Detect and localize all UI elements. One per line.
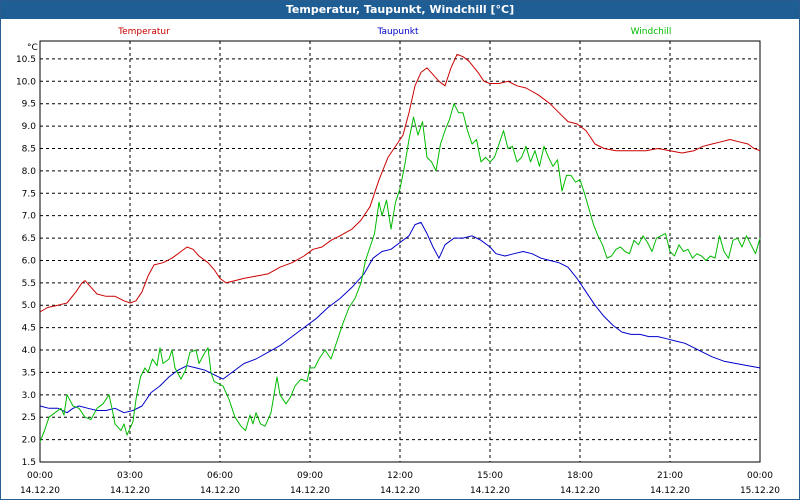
y-tick-label: 6.5 — [22, 234, 36, 244]
y-tick-label: 1.5 — [22, 458, 36, 468]
x-tick-time: 12:00 — [387, 471, 413, 481]
x-tick-time: 00:00 — [27, 471, 53, 481]
y-tick-label: 5.5 — [22, 279, 36, 289]
x-tick-date: 14.12.20 — [20, 486, 60, 496]
y-tick-label: 6.0 — [22, 256, 37, 266]
x-tick-date: 14.12.20 — [110, 486, 150, 496]
legend-label-windchill: Windchill — [631, 27, 672, 37]
legend: Temperatur Taupunkt Windchill — [117, 27, 671, 37]
series — [39, 53, 761, 442]
x-tick-time: 18:00 — [567, 471, 593, 481]
series-line-taupunkt — [39, 221, 761, 414]
y-tick-label: 5.0 — [22, 301, 37, 311]
y-tick-label: 3.5 — [22, 368, 36, 378]
x-tick-time: 06:00 — [207, 471, 233, 481]
y-tick-label: 2.0 — [22, 436, 37, 446]
y-tick-label: 9.5 — [22, 100, 36, 110]
legend-label-taupunkt: Taupunkt — [376, 27, 419, 37]
series-line-temperatur — [39, 53, 761, 313]
x-tick-time: 15:00 — [477, 471, 503, 481]
x-tick-date: 14.12.20 — [650, 486, 690, 496]
y-axis-label: °C — [27, 43, 38, 53]
y-tick-label: 10.0 — [16, 77, 36, 87]
y-tick-label: 8.0 — [22, 167, 37, 177]
x-tick-time: 03:00 — [117, 471, 143, 481]
y-tick-label: 4.5 — [22, 324, 36, 334]
y-tick-label: 8.5 — [22, 144, 36, 154]
series-line-windchill — [39, 103, 761, 442]
legend-label-temperatur: Temperatur — [117, 27, 170, 37]
x-tick-date: 14.12.20 — [290, 486, 330, 496]
y-tick-label: 3.0 — [22, 391, 37, 401]
plot-frame — [39, 40, 761, 463]
x-tick-time: 00:00 — [747, 471, 773, 481]
x-tick-date: 14.12.20 — [470, 486, 510, 496]
axes: 1.5 2.0 2.5 3.0 3.5 4.0 4.5 5.0 5.5 6.0 6.5 7.0 7.5 8… — [16, 40, 780, 496]
y-tick-label: 4.0 — [22, 346, 37, 356]
y-tick-label: 7.0 — [22, 212, 37, 222]
grid — [40, 41, 760, 463]
x-tick-date: 15.12.20 — [740, 486, 780, 496]
x-tick-date: 14.12.20 — [380, 486, 420, 496]
y-tick-label: 9.0 — [22, 122, 37, 132]
x-tick-time: 21:00 — [657, 471, 683, 481]
y-tick-label: 7.5 — [22, 189, 36, 199]
window-title: Temperatur, Taupunkt, Windchill [°C] — [1, 1, 799, 19]
x-tick-date: 14.12.20 — [560, 486, 600, 496]
x-tick-time: 09:00 — [297, 471, 323, 481]
x-tick-date: 14.12.20 — [200, 486, 240, 496]
y-tick-label: 10.5 — [16, 55, 36, 65]
y-tick-label: 2.5 — [22, 413, 36, 423]
